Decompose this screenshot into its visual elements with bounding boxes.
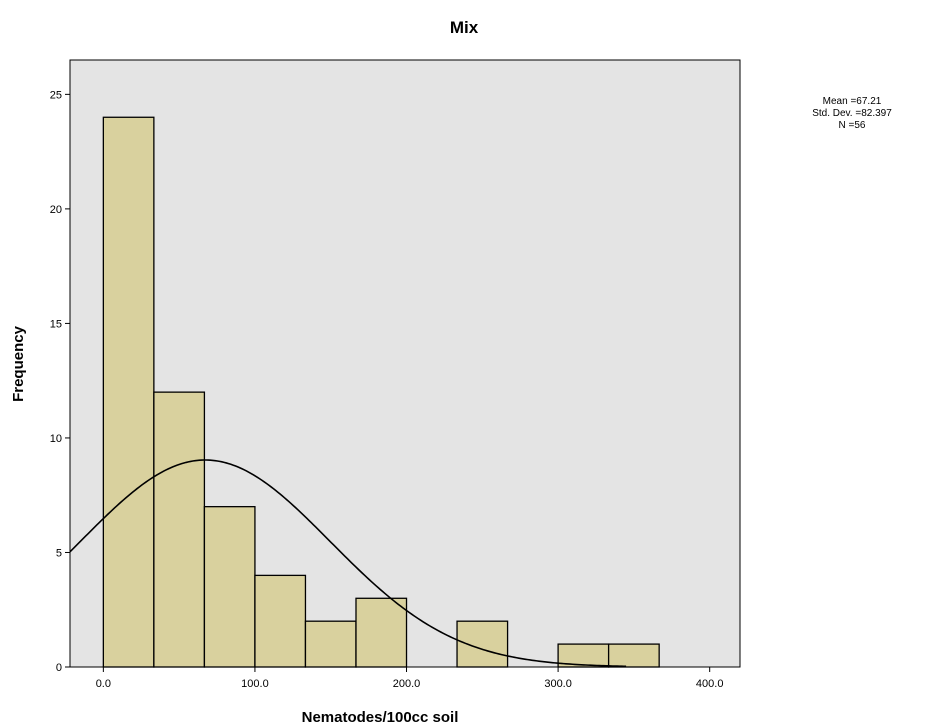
histogram-bar — [607, 643, 660, 668]
x-axis-title: Nematodes/100cc soil — [302, 709, 459, 726]
stats-n: N =56 — [839, 120, 866, 131]
x-tick-label: 0.0 — [96, 678, 111, 690]
x-tick-label: 200.0 — [393, 678, 421, 690]
x-tick-label: 300.0 — [544, 678, 572, 690]
normal-curve — [69, 459, 627, 668]
bars-group — [102, 116, 660, 668]
histogram-bar — [456, 620, 509, 668]
y-tick-label: 0 — [56, 662, 62, 674]
histogram-bar — [355, 597, 408, 668]
stats-std-dev: Std. Dev. =82.397 — [812, 108, 892, 119]
stats-box: Mean =67.21 Std. Dev. =82.397 N =56 — [812, 96, 892, 131]
y-tick-label: 5 — [56, 547, 62, 559]
chart-title: Mix — [450, 18, 479, 37]
y-tick-label: 15 — [50, 318, 62, 330]
x-tick-label: 100.0 — [241, 678, 269, 690]
y-tick-label: 10 — [50, 433, 62, 445]
y-axis: 0 5 10 15 20 25 — [50, 89, 70, 674]
x-tick-label: 400.0 — [696, 678, 724, 690]
histogram-bar — [153, 391, 206, 668]
y-tick-label: 25 — [50, 89, 62, 101]
histogram-bar — [254, 574, 307, 668]
stats-mean: Mean =67.21 — [823, 96, 882, 107]
histogram-bar — [304, 620, 357, 668]
x-axis: 0.0 100.0 200.0 300.0 400.0 — [96, 667, 724, 690]
y-axis-title: Frequency — [10, 325, 27, 402]
y-tick-label: 20 — [50, 204, 62, 216]
histogram-bar — [102, 116, 155, 668]
histogram-bar — [203, 506, 256, 668]
